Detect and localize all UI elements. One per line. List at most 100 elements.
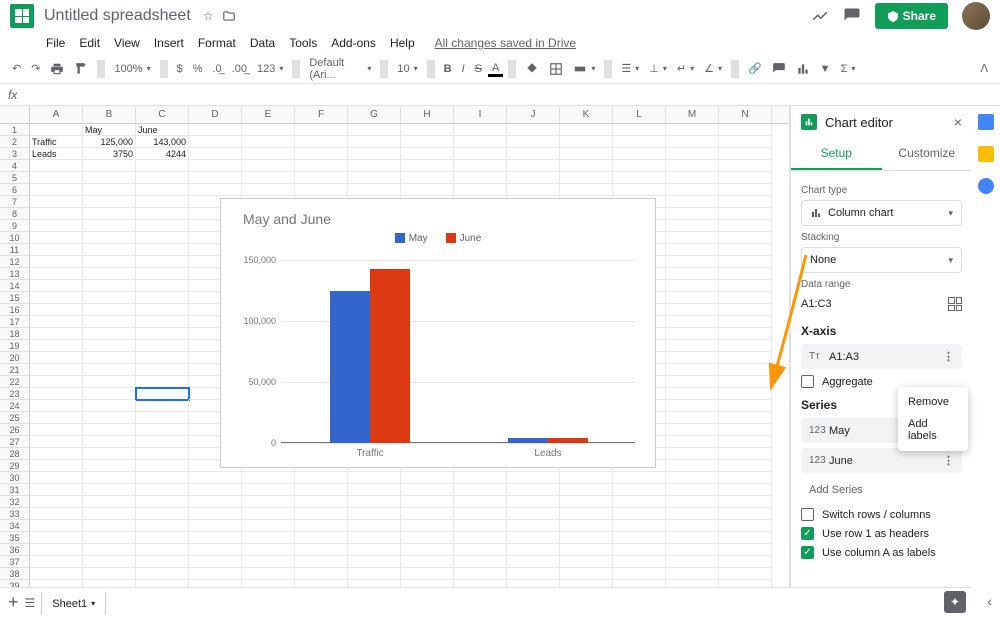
print-icon[interactable] bbox=[46, 60, 68, 78]
cell[interactable] bbox=[719, 448, 772, 460]
cell[interactable] bbox=[401, 544, 454, 556]
cell[interactable] bbox=[719, 376, 772, 388]
cell[interactable] bbox=[83, 484, 136, 496]
font-size-dropdown[interactable]: 10 bbox=[393, 61, 421, 77]
menu-format[interactable]: Format bbox=[192, 34, 242, 52]
cell[interactable] bbox=[613, 172, 666, 184]
row-header[interactable]: 16 bbox=[0, 304, 30, 316]
cell[interactable] bbox=[242, 124, 295, 136]
cell[interactable] bbox=[136, 508, 189, 520]
row-header[interactable]: 27 bbox=[0, 436, 30, 448]
cell[interactable] bbox=[242, 520, 295, 532]
currency-button[interactable]: $ bbox=[173, 61, 187, 77]
cell[interactable] bbox=[666, 376, 719, 388]
aggregate-checkbox[interactable] bbox=[801, 375, 814, 388]
cell[interactable] bbox=[613, 148, 666, 160]
cell[interactable] bbox=[613, 472, 666, 484]
cell[interactable] bbox=[136, 556, 189, 568]
cell[interactable] bbox=[83, 436, 136, 448]
cell[interactable] bbox=[83, 196, 136, 208]
cell[interactable] bbox=[507, 472, 560, 484]
merge-button[interactable] bbox=[569, 60, 599, 78]
cell[interactable] bbox=[136, 520, 189, 532]
cell[interactable] bbox=[613, 136, 666, 148]
cell[interactable] bbox=[295, 148, 348, 160]
cell[interactable] bbox=[30, 496, 83, 508]
cell[interactable] bbox=[401, 568, 454, 580]
cell[interactable]: Leads bbox=[30, 148, 83, 160]
cell[interactable] bbox=[613, 484, 666, 496]
cell[interactable] bbox=[30, 340, 83, 352]
cell[interactable] bbox=[348, 172, 401, 184]
column-header[interactable]: N bbox=[719, 106, 772, 123]
cell[interactable] bbox=[719, 436, 772, 448]
cell[interactable] bbox=[295, 544, 348, 556]
cell[interactable] bbox=[242, 556, 295, 568]
row-header[interactable]: 23 bbox=[0, 388, 30, 400]
row-header[interactable]: 19 bbox=[0, 340, 30, 352]
cell[interactable] bbox=[507, 184, 560, 196]
cell[interactable] bbox=[507, 484, 560, 496]
cell[interactable] bbox=[454, 568, 507, 580]
row-header[interactable]: 20 bbox=[0, 352, 30, 364]
cell[interactable] bbox=[666, 256, 719, 268]
cell[interactable] bbox=[83, 448, 136, 460]
cell[interactable] bbox=[666, 280, 719, 292]
number-format-dropdown[interactable]: 123 bbox=[253, 61, 287, 77]
cell[interactable]: 3750 bbox=[83, 148, 136, 160]
cell[interactable] bbox=[30, 532, 83, 544]
sheet-tab-sheet1[interactable]: Sheet1 ▾ bbox=[41, 591, 106, 615]
cell[interactable] bbox=[719, 148, 772, 160]
cell[interactable] bbox=[666, 508, 719, 520]
cell[interactable] bbox=[454, 496, 507, 508]
cell[interactable] bbox=[295, 484, 348, 496]
cell[interactable] bbox=[719, 196, 772, 208]
cell[interactable] bbox=[719, 316, 772, 328]
column-header[interactable]: F bbox=[295, 106, 348, 123]
cell[interactable] bbox=[83, 496, 136, 508]
cell[interactable] bbox=[83, 184, 136, 196]
select-range-icon[interactable] bbox=[948, 297, 962, 311]
add-sheet-button[interactable]: + bbox=[8, 592, 19, 613]
row-header[interactable]: 13 bbox=[0, 268, 30, 280]
explore-button[interactable]: ✦ bbox=[944, 591, 966, 613]
cell[interactable] bbox=[348, 568, 401, 580]
cell[interactable] bbox=[242, 532, 295, 544]
share-button[interactable]: Share bbox=[875, 3, 948, 29]
cell[interactable] bbox=[83, 544, 136, 556]
cell[interactable] bbox=[136, 328, 189, 340]
series-june-more-icon[interactable]: ⋮ bbox=[943, 454, 954, 467]
cell[interactable] bbox=[30, 364, 83, 376]
cell[interactable] bbox=[560, 148, 613, 160]
undo-icon[interactable]: ↶ bbox=[8, 60, 25, 77]
comments-icon[interactable] bbox=[843, 7, 861, 25]
cell[interactable] bbox=[401, 184, 454, 196]
cell[interactable] bbox=[560, 568, 613, 580]
cell[interactable] bbox=[719, 556, 772, 568]
cell[interactable] bbox=[507, 508, 560, 520]
cell[interactable] bbox=[348, 184, 401, 196]
cell[interactable] bbox=[666, 472, 719, 484]
row-header[interactable]: 30 bbox=[0, 472, 30, 484]
row-header[interactable]: 22 bbox=[0, 376, 30, 388]
menu-data[interactable]: Data bbox=[244, 34, 281, 52]
cell[interactable] bbox=[30, 232, 83, 244]
cell[interactable] bbox=[189, 520, 242, 532]
cell[interactable] bbox=[136, 364, 189, 376]
functions-button[interactable]: Σ bbox=[837, 61, 860, 77]
link-button[interactable]: 🔗 bbox=[744, 60, 766, 77]
chart-button[interactable] bbox=[792, 60, 814, 78]
cell[interactable] bbox=[666, 304, 719, 316]
cell[interactable] bbox=[507, 136, 560, 148]
cell[interactable] bbox=[83, 520, 136, 532]
tab-customize[interactable]: Customize bbox=[882, 138, 973, 170]
cell[interactable] bbox=[454, 124, 507, 136]
fill-color-button[interactable] bbox=[521, 60, 543, 78]
cell[interactable] bbox=[83, 508, 136, 520]
cell[interactable] bbox=[507, 556, 560, 568]
cell[interactable] bbox=[719, 568, 772, 580]
cell[interactable] bbox=[719, 388, 772, 400]
keep-icon[interactable] bbox=[978, 146, 994, 162]
cell[interactable] bbox=[719, 160, 772, 172]
cell[interactable] bbox=[560, 508, 613, 520]
